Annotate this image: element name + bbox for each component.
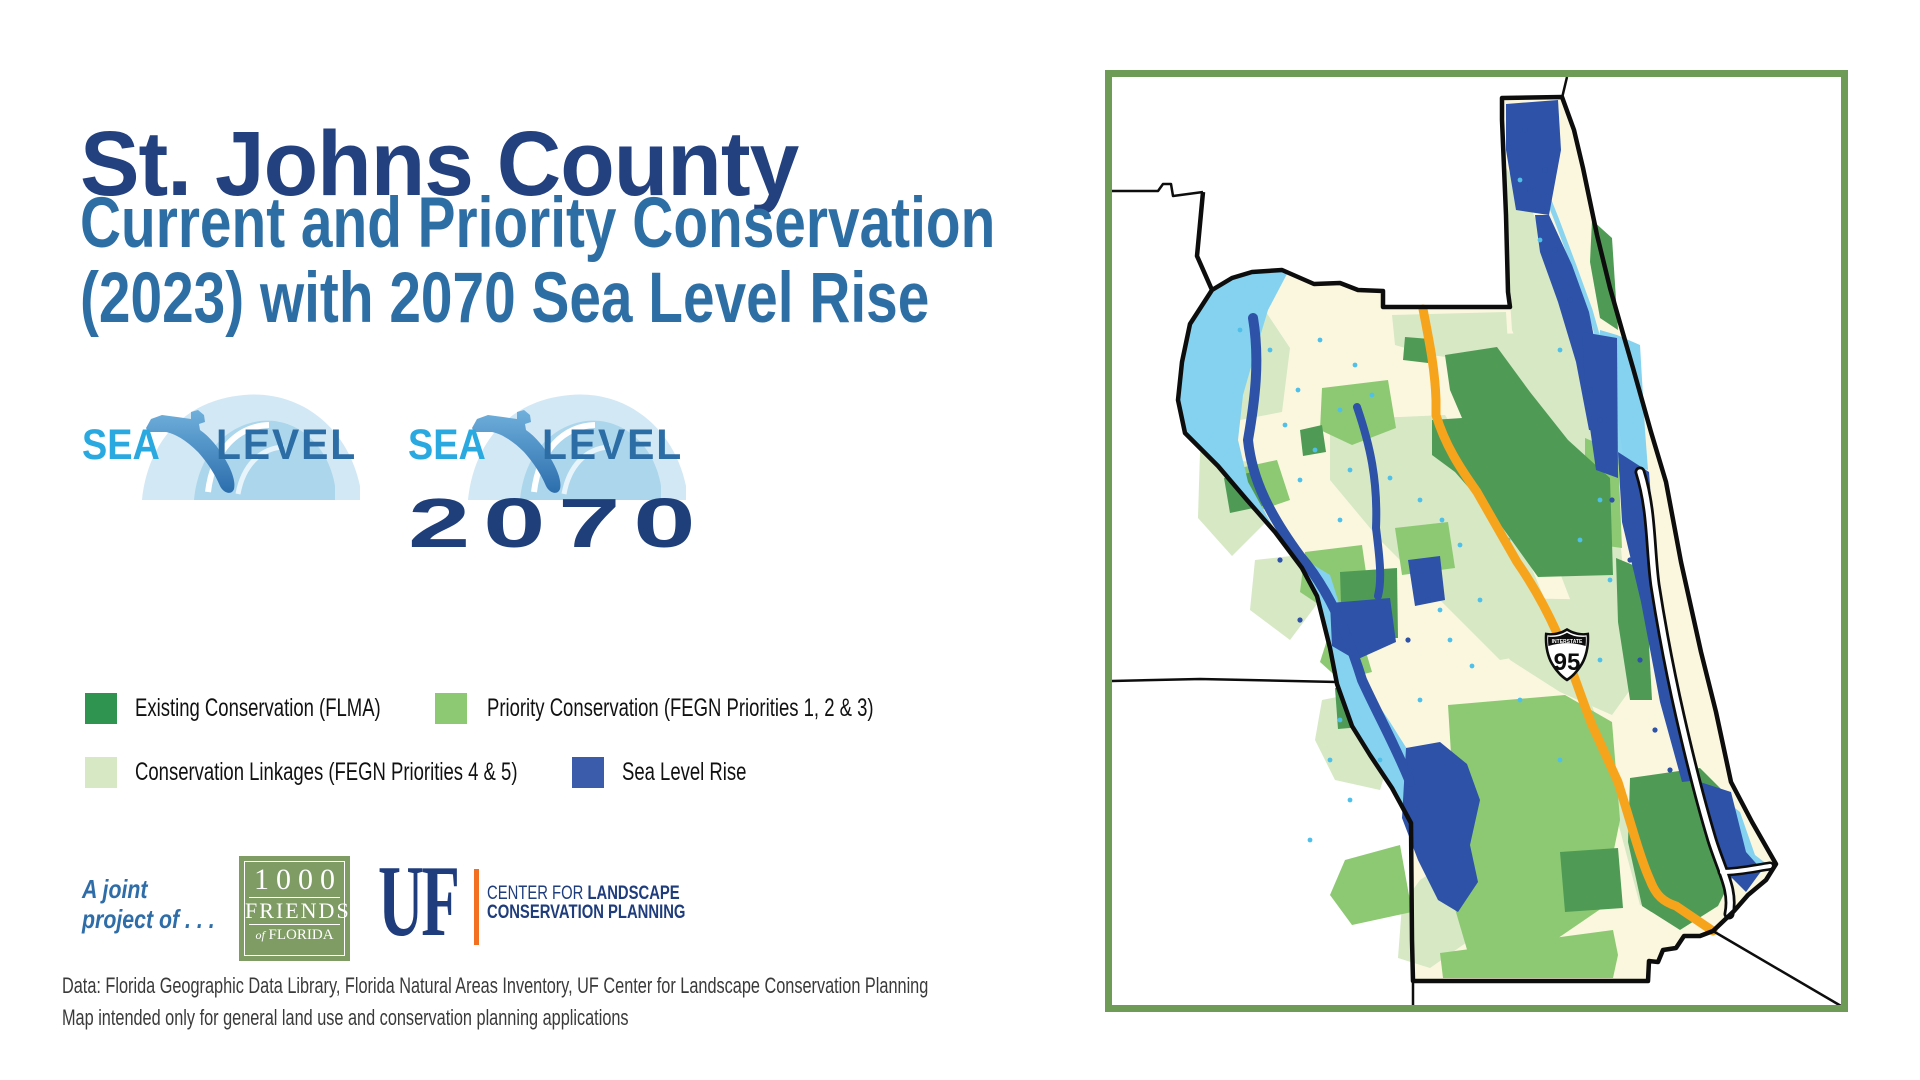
sea-level-2040-logo: SEA LEVEL 2040 [78, 388, 388, 568]
legend-label-sea-level-rise: Sea Level Rise [622, 758, 747, 786]
page-subtitle: Current and Priority Conservation (2023)… [80, 186, 1224, 337]
legend-swatch-sea-level-rise [572, 757, 604, 788]
legend-label-priority-conservation: Priority Conservation (FEGN Priorities 1… [487, 694, 874, 722]
sea-label: SEA [408, 421, 486, 469]
uf-logo-divider [474, 869, 479, 945]
legend-label-conservation-linkages: Conservation Linkages (FEGN Priorities 4… [135, 758, 518, 786]
friends-logo-friends: FRIENDS [245, 898, 351, 923]
friends-logo-florida: of FLORIDA [255, 927, 334, 943]
svg-text:INTERSTATE: INTERSTATE [1552, 639, 1583, 645]
legend-swatch-priority-conservation [435, 693, 467, 724]
level-label: LEVEL [216, 421, 358, 469]
friends-logo-1000: 1000 [254, 863, 342, 896]
creek-wetlands [1353, 403, 1385, 600]
county-boundary-spur [1194, 191, 1215, 291]
wetland-speckles-cyan [1237, 177, 1613, 843]
county-map: INTERSTATE 95 [1105, 70, 1848, 1012]
level-label: LEVEL [542, 421, 684, 469]
credits-line2: Map intended only for general land use a… [62, 1004, 629, 1030]
legend-swatch-existing-conservation [85, 693, 117, 724]
st-johns-river [1178, 270, 1429, 823]
uf-logo: UF [378, 845, 460, 958]
subtitle-line1: Current and Priority Conservation [80, 184, 996, 263]
legend-swatch-conservation-linkages [85, 757, 117, 788]
wetland-speckles-blue [1277, 127, 1673, 773]
interstate-95-shield: INTERSTATE 95 [1544, 628, 1590, 682]
county-boundary [1175, 94, 1779, 984]
year-2040-label: 2040 [82, 484, 383, 562]
florida-icon [472, 410, 561, 493]
legend-label-existing-conservation: Existing Conservation (FLMA) [135, 694, 381, 722]
subtitle-line2: (2023) with 2070 Sea Level Rise [80, 259, 930, 339]
florida-icon [146, 410, 235, 493]
page-title: St. Johns County [80, 112, 799, 215]
neighbor-county-lines [1112, 77, 1841, 1005]
thousand-friends-of-florida-logo: 1000 FRIENDS of FLORIDA [239, 856, 350, 961]
sea-label: SEA [82, 421, 160, 469]
intracoastal-channel [1634, 466, 1775, 920]
credits-line1: Data: Florida Geographic Data Library, F… [62, 973, 929, 998]
year-2070-label: 2070 [408, 484, 709, 562]
river-fringe-wetlands [1242, 313, 1415, 787]
county-map-graphic: INTERSTATE 95 [1112, 77, 1841, 1005]
joint-project-text: A joint project of . . . [82, 874, 215, 934]
data-credits: Data: Florida Geographic Data Library, F… [62, 970, 1233, 1034]
svg-text:95: 95 [1554, 649, 1581, 676]
uf-center-name: CENTER FOR LANDSCAPE CONSERVATION PLANNI… [487, 883, 686, 923]
sea-level-2070-logo: SEA LEVEL 2070 [404, 388, 714, 568]
